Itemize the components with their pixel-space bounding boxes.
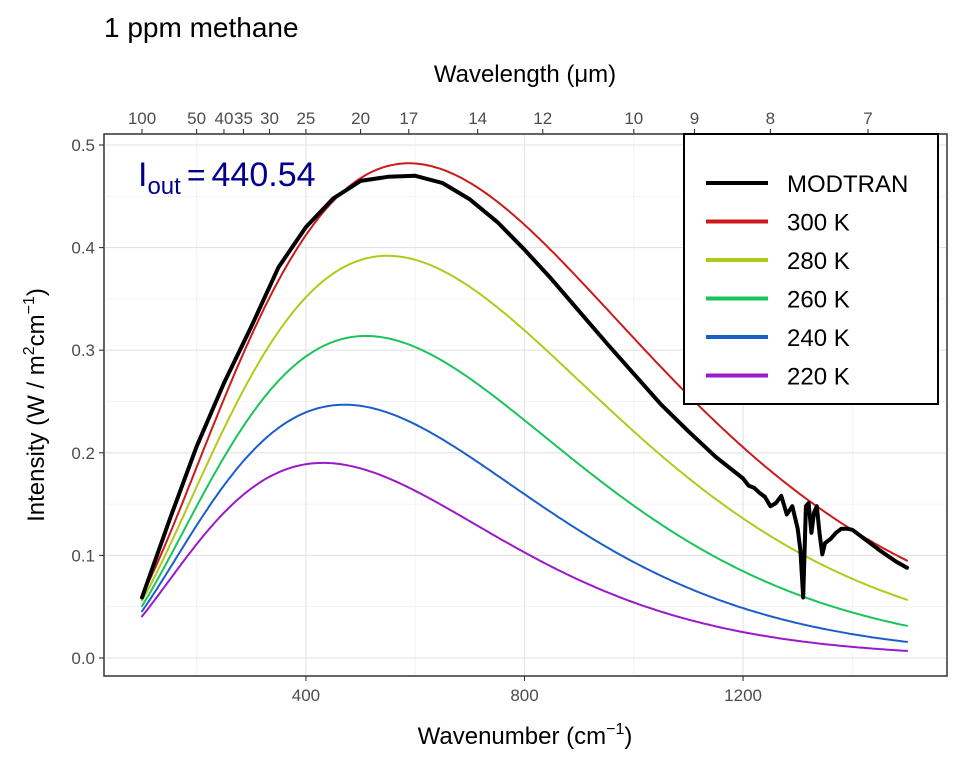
x-axis: 400 800 1200 [292, 676, 762, 705]
legend-box [683, 133, 939, 405]
series-layer [140, 162, 909, 652]
series-line-modtran [140, 173, 909, 600]
top-tick-label: 25 [296, 109, 315, 128]
y-axis-title-close: ) [23, 288, 50, 296]
x-axis-title-unit: cm [574, 723, 606, 750]
top-tick-label: 12 [533, 109, 552, 128]
series-line-300-k [141, 162, 908, 597]
top-tick-label: 17 [399, 109, 418, 128]
y-tick-label: 0.3 [71, 341, 95, 360]
top-tick-label: 10 [624, 109, 643, 128]
x-axis-title-main: Wavenumber [418, 723, 560, 750]
series-line-240-k [141, 403, 908, 643]
legend-label: 220 K [787, 364, 850, 391]
legend-label: 240 K [787, 325, 850, 352]
y-axis: 0.0 0.1 0.2 0.3 0.4 0.5 [71, 136, 104, 668]
y-axis-title-sup2: −1 [21, 296, 38, 314]
top-tick-label: 20 [351, 109, 370, 128]
x-tick-label: 400 [292, 686, 320, 705]
top-tick-label: 30 [260, 109, 279, 128]
x-tick-label: 800 [510, 686, 538, 705]
series-line-280-k [141, 254, 908, 602]
top-wavelength-axis: 100 50 40 35 30 25 20 17 14 12 10 9 8 7 [128, 109, 873, 134]
top-tick-label: 35 [234, 109, 253, 128]
top-tick-label: 9 [690, 109, 699, 128]
legend: MODTRAN 300 K 280 K 260 K 240 K 220 K [683, 133, 939, 405]
top-tick-label: 50 [187, 109, 206, 128]
legend-label: 280 K [787, 248, 850, 275]
y-axis-title-mid: cm [23, 314, 50, 346]
iout-symbol: I [138, 156, 147, 194]
y-tick-label: 0.2 [71, 444, 95, 463]
top-tick-label: 40 [215, 109, 234, 128]
legend-label: 300 K [787, 210, 850, 237]
legend-label: 260 K [787, 287, 850, 314]
plot-border [103, 133, 948, 677]
y-tick-label: 0.1 [71, 546, 95, 565]
series-line-260-k [141, 335, 908, 627]
top-tick-label: 7 [863, 109, 872, 128]
x-tick-label: 1200 [724, 686, 762, 705]
legend-label: MODTRAN [787, 171, 908, 198]
top-axis-title: Wavelength (μm) [434, 61, 616, 88]
y-axis-title-sup1: 2 [21, 346, 38, 355]
top-tick-label: 14 [468, 109, 487, 128]
y-tick-label: 0.0 [71, 649, 95, 668]
x-axis-title-unit-sup: −1 [606, 721, 624, 738]
y-axis-title: Intensity (W / m2cm−1) [21, 288, 50, 522]
iout-annotation: Iout = 440.54 [138, 156, 316, 200]
series-line-220-k [141, 461, 908, 652]
iout-subscript: out [147, 173, 181, 200]
chart-title: 1 ppm methane [104, 12, 299, 43]
top-tick-label: 100 [128, 109, 156, 128]
top-tick-label: 8 [766, 109, 775, 128]
x-axis-title: Wavenumber (cm−1) [418, 721, 633, 750]
iout-value: 440.54 [212, 156, 316, 194]
y-tick-label: 0.4 [71, 239, 95, 258]
iout-equals: = [187, 157, 206, 193]
y-tick-label: 0.5 [71, 136, 95, 155]
y-axis-title-main: Intensity (W / m [23, 355, 50, 522]
